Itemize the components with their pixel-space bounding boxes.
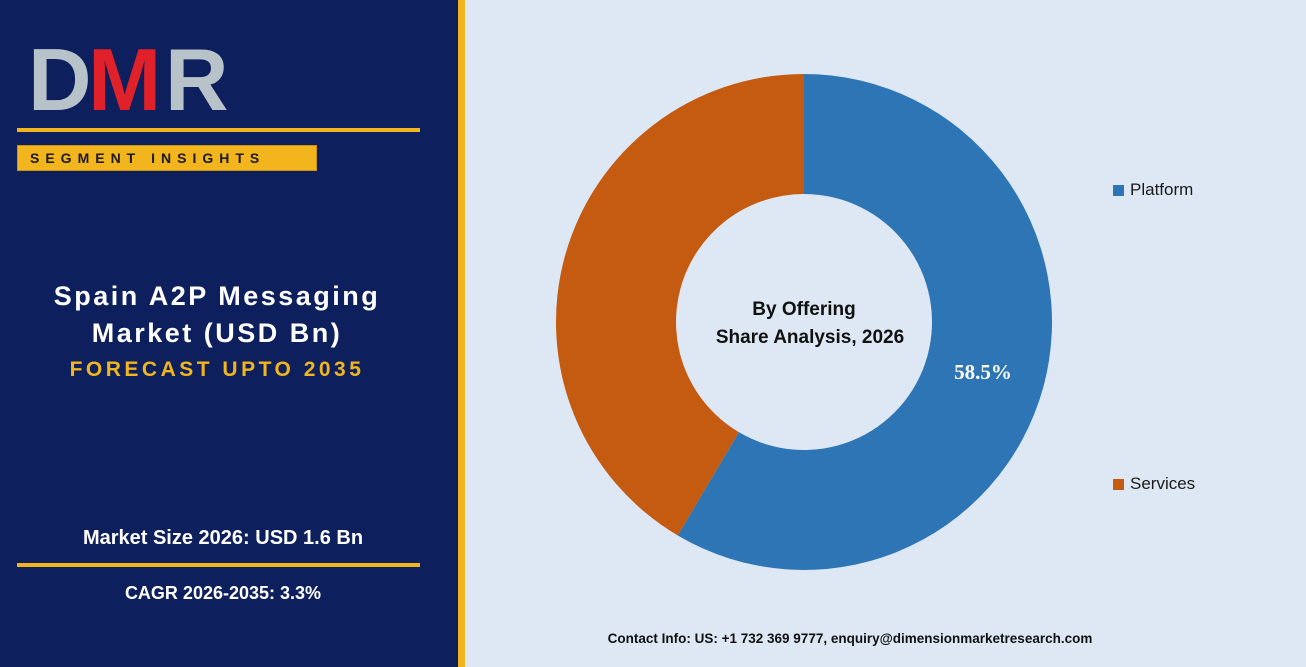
segment-insights-badge: SEGMENT INSIGHTS	[17, 145, 317, 171]
legend-swatch-platform	[1113, 184, 1124, 196]
cagr-stat: CAGR 2026-2035: 3.3%	[124, 583, 322, 603]
legend-swatch-services	[1113, 478, 1124, 490]
slice-platform	[677, 74, 1052, 570]
gold-divider-bar	[458, 0, 465, 667]
market-size-stat: Market Size 2026: USD 1.6 Bn	[82, 527, 364, 549]
top-divider	[17, 128, 420, 132]
legend-label-platform: Platform	[1130, 180, 1194, 199]
title-line-2: Market (USD Bn)	[91, 318, 343, 348]
left-panel: D M R SEGMENT INSIGHTS Spain A2P Messagi…	[0, 0, 458, 667]
center-label-line-2: Share Analysis, 2026	[716, 327, 904, 348]
center-label-line-1: By Offering	[752, 299, 855, 320]
title-line-1: Spain A2P Messaging	[53, 281, 381, 311]
forecast-label: FORECAST UPTO 2035	[69, 358, 365, 381]
legend-item-platform: Platform	[1113, 180, 1193, 200]
logo-letter-m: M	[88, 36, 161, 116]
slice-label-platform: 58.5%	[954, 360, 1012, 384]
legend-item-services: Services	[1113, 474, 1195, 494]
stat-divider	[17, 563, 420, 567]
dmr-logo: D M R	[28, 36, 229, 116]
legend-label-services: Services	[1130, 474, 1196, 493]
logo-letter-r: R	[165, 36, 229, 116]
contact-info: Contact Info: US: +1 732 369 9777, enqui…	[607, 631, 1093, 646]
slice-services	[556, 73, 804, 536]
logo-letter-d: D	[28, 36, 92, 116]
